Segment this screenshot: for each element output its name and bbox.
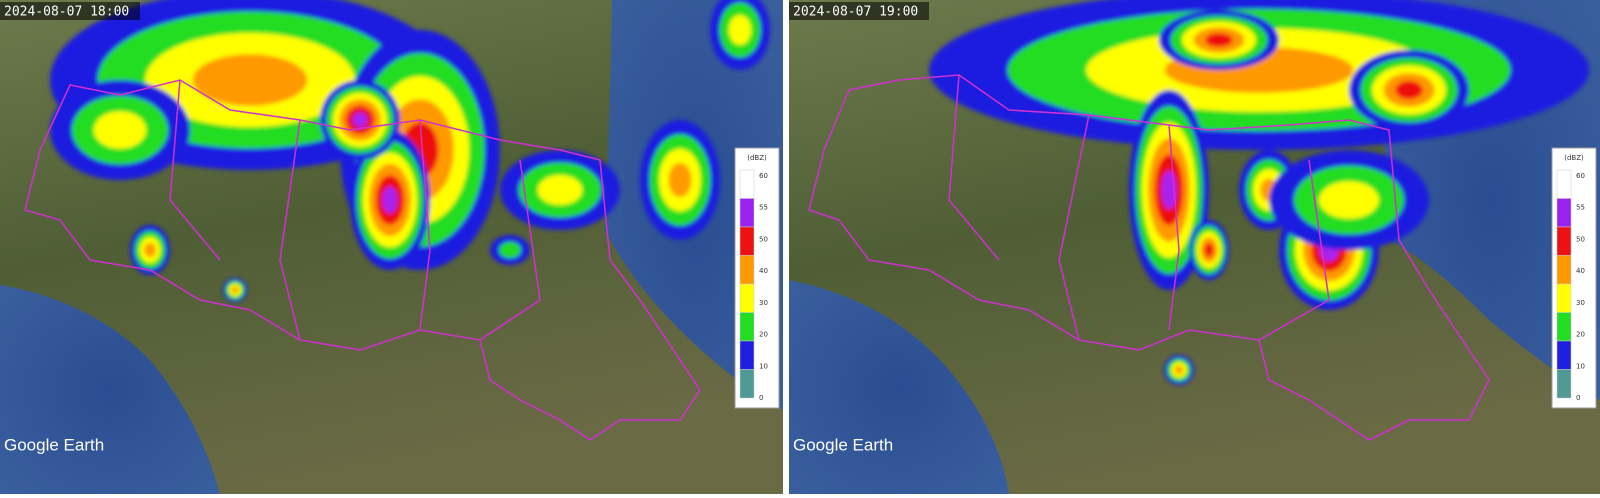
legend-swatch	[1556, 226, 1572, 256]
legend-label: 60	[1576, 172, 1585, 180]
sea	[789, 280, 1009, 494]
legend-swatch	[739, 226, 755, 256]
map-body: 2024-08-07 18:00 Google Earth	[0, 0, 783, 494]
radar-echo	[93, 111, 147, 149]
legend: (dBZ) 60 55 50 40 30 20 10 0	[1551, 147, 1597, 409]
legend-swatch	[739, 312, 755, 342]
region-border	[808, 74, 1490, 441]
legend-swatch	[1556, 255, 1572, 285]
legend-unit: (dBZ)	[747, 154, 767, 162]
legend-label: 40	[1576, 267, 1585, 275]
radar-echo	[382, 186, 398, 214]
legend: (dBZ) 60 55 50 40 30 20 10 0	[734, 147, 780, 409]
radar-panel: 2024-08-07 18:00 Google Earth (dBZ) 60 55 50 4…	[0, 0, 783, 494]
timestamp: 2024-08-07 19:00	[793, 5, 918, 20]
legend-swatch	[1556, 312, 1572, 342]
radar-echo	[352, 112, 368, 128]
legend-label: 50	[759, 235, 768, 243]
timestamp: 2024-08-07 18:00	[4, 5, 129, 20]
radar-echo	[1174, 365, 1184, 375]
radar-echo	[728, 15, 752, 45]
radar-echo	[1395, 80, 1423, 100]
legend-swatch	[739, 340, 755, 370]
sea	[0, 285, 220, 494]
legend-label: 60	[759, 172, 768, 180]
radar-echo	[668, 162, 692, 198]
legend-label: 50	[1576, 235, 1585, 243]
watermark: Google Earth	[4, 435, 104, 454]
radar-echoes	[929, 0, 1589, 385]
legend-label: 55	[1576, 204, 1585, 212]
radar-echo	[144, 242, 156, 258]
legend-swatch	[1556, 340, 1572, 370]
legend-swatch	[1556, 198, 1572, 228]
legend-label: 0	[1576, 394, 1580, 402]
region-border	[24, 79, 701, 441]
legend-label: 0	[759, 394, 763, 402]
legend-label: 10	[759, 362, 768, 370]
legend-unit: (dBZ)	[1564, 154, 1584, 162]
radar-echoes	[50, 0, 770, 302]
legend-label: 10	[1576, 362, 1585, 370]
radar-echo	[537, 175, 583, 205]
legend-swatch	[1556, 169, 1572, 199]
legend-label: 20	[1576, 331, 1585, 339]
radar-echo	[1205, 33, 1233, 47]
radar-echo	[499, 241, 521, 259]
legend-label: 30	[1576, 299, 1585, 307]
radar-panel: 2024-08-07 19:00 Google Earth (dBZ) 60 55 50 4…	[789, 0, 1600, 494]
radar-echo	[1204, 243, 1214, 257]
map-body: 2024-08-07 19:00 Google Earth	[789, 0, 1600, 494]
legend-swatch	[1556, 283, 1572, 313]
legend-swatch	[739, 255, 755, 285]
radar-echo	[192, 54, 308, 106]
legend-swatch	[739, 198, 755, 228]
timestamp-bg	[789, 2, 929, 20]
legend-label: 40	[759, 267, 768, 275]
radar-echo	[1319, 181, 1379, 219]
legend-swatch	[1556, 369, 1572, 399]
timestamp-bg	[0, 2, 140, 20]
legend-swatch	[739, 283, 755, 313]
legend-label: 20	[759, 331, 768, 339]
legend-swatch	[739, 369, 755, 399]
legend-label: 30	[759, 299, 768, 307]
radar-echo	[231, 286, 239, 294]
legend-label: 55	[759, 204, 768, 212]
watermark: Google Earth	[793, 435, 893, 454]
legend-swatch	[739, 169, 755, 199]
